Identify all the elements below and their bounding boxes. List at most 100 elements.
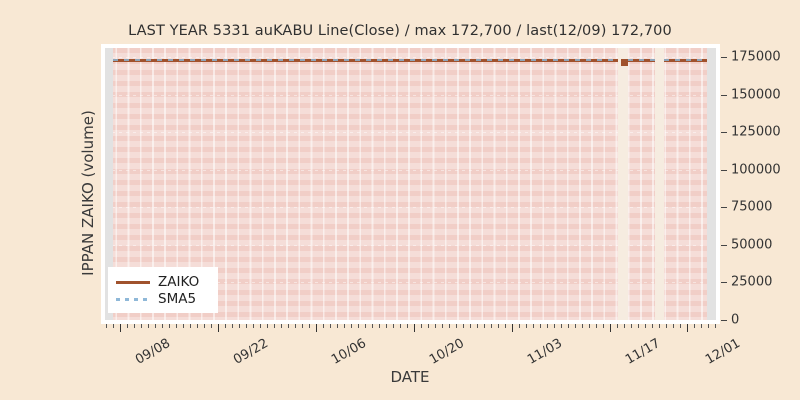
y-axis-label: IPPAN ZAIKO (volume) <box>79 110 97 276</box>
y-tick-mark <box>721 132 727 134</box>
x-minor-tick <box>617 324 618 328</box>
x-minor-tick <box>253 324 254 328</box>
x-minor-tick <box>596 324 597 328</box>
x-axis-label: DATE <box>390 368 430 386</box>
x-minor-tick <box>351 324 352 328</box>
x-tick-label: 09/22 <box>231 336 271 368</box>
x-minor-tick <box>141 324 142 328</box>
y-tick-label: 0 <box>731 312 740 328</box>
x-minor-tick <box>540 324 541 328</box>
x-tick-label: 11/03 <box>525 336 565 368</box>
x-minor-tick <box>113 324 114 328</box>
zaiko-dip-marker <box>621 59 628 66</box>
legend-label-sma5: SMA5 <box>158 290 197 307</box>
x-minor-tick <box>568 324 569 328</box>
x-major-tick <box>687 324 688 332</box>
x-minor-tick <box>407 324 408 328</box>
x-minor-tick <box>372 324 373 328</box>
x-minor-tick <box>393 324 394 328</box>
legend-label-zaiko: ZAIKO <box>158 273 200 290</box>
x-minor-tick <box>232 324 233 328</box>
x-minor-tick <box>169 324 170 328</box>
chart-title: LAST YEAR 5331 auKABU Line(Close) / max … <box>128 23 672 39</box>
x-minor-tick <box>638 324 639 328</box>
x-minor-tick <box>547 324 548 328</box>
x-axis-ticks <box>0 324 800 336</box>
y-tick-label: 75000 <box>731 199 773 215</box>
x-minor-tick <box>106 324 107 328</box>
x-major-tick <box>316 324 317 332</box>
y-tick-label: 25000 <box>731 274 773 290</box>
x-minor-tick <box>477 324 478 328</box>
x-minor-tick <box>456 324 457 328</box>
zaiko-line-swatch-icon <box>116 276 150 288</box>
x-minor-tick <box>365 324 366 328</box>
right-margin-blank <box>707 48 716 320</box>
sma5-line <box>628 59 655 62</box>
legend-item-sma5[interactable]: SMA5 <box>116 290 210 307</box>
x-minor-tick <box>148 324 149 328</box>
y-tick-mark <box>721 169 727 171</box>
x-minor-tick <box>155 324 156 328</box>
x-minor-tick <box>344 324 345 328</box>
sma5-line <box>664 59 707 62</box>
x-minor-tick <box>197 324 198 328</box>
series-layer <box>105 48 716 320</box>
x-minor-tick <box>400 324 401 328</box>
x-minor-tick <box>379 324 380 328</box>
x-tick-label: 09/08 <box>133 336 173 368</box>
x-minor-tick <box>526 324 527 328</box>
x-minor-tick <box>645 324 646 328</box>
x-major-tick <box>414 324 415 332</box>
x-minor-tick <box>435 324 436 328</box>
data-gap-band <box>655 48 664 320</box>
x-minor-tick <box>260 324 261 328</box>
x-minor-tick <box>134 324 135 328</box>
x-minor-tick <box>281 324 282 328</box>
x-minor-tick <box>239 324 240 328</box>
x-minor-tick <box>519 324 520 328</box>
x-minor-tick <box>533 324 534 328</box>
sma5-line <box>113 59 618 62</box>
x-major-tick <box>512 324 513 332</box>
x-minor-tick <box>183 324 184 328</box>
x-minor-tick <box>680 324 681 328</box>
x-minor-tick <box>302 324 303 328</box>
x-minor-tick <box>288 324 289 328</box>
x-major-tick <box>218 324 219 332</box>
x-minor-tick <box>589 324 590 328</box>
x-tick-label: 10/06 <box>329 336 369 368</box>
y-tick-mark <box>721 94 727 96</box>
y-tick-label: 100000 <box>731 162 781 178</box>
x-minor-tick <box>386 324 387 328</box>
x-tick-label: 10/20 <box>427 336 467 368</box>
x-minor-tick <box>631 324 632 328</box>
x-major-tick <box>610 324 611 332</box>
x-minor-tick <box>491 324 492 328</box>
x-minor-tick <box>211 324 212 328</box>
legend-item-zaiko[interactable]: ZAIKO <box>116 273 210 290</box>
y-tick-mark <box>721 207 727 209</box>
x-major-tick <box>120 324 121 332</box>
x-minor-tick <box>582 324 583 328</box>
x-minor-tick <box>561 324 562 328</box>
x-minor-tick <box>176 324 177 328</box>
x-minor-tick <box>470 324 471 328</box>
x-minor-tick <box>554 324 555 328</box>
y-tick-label: 150000 <box>731 87 781 103</box>
x-minor-tick <box>204 324 205 328</box>
y-tick-label: 50000 <box>731 237 773 253</box>
y-tick-label: 175000 <box>731 49 781 65</box>
x-minor-tick <box>701 324 702 328</box>
x-minor-tick <box>127 324 128 328</box>
x-minor-tick <box>358 324 359 328</box>
y-tick-mark <box>721 57 727 59</box>
chart-legend[interactable]: ZAIKO SMA5 <box>108 267 218 313</box>
y-tick-mark <box>721 244 727 246</box>
x-minor-tick <box>246 324 247 328</box>
x-minor-tick <box>267 324 268 328</box>
x-minor-tick <box>498 324 499 328</box>
x-minor-tick <box>449 324 450 328</box>
y-tick-mark <box>721 282 727 284</box>
x-minor-tick <box>652 324 653 328</box>
